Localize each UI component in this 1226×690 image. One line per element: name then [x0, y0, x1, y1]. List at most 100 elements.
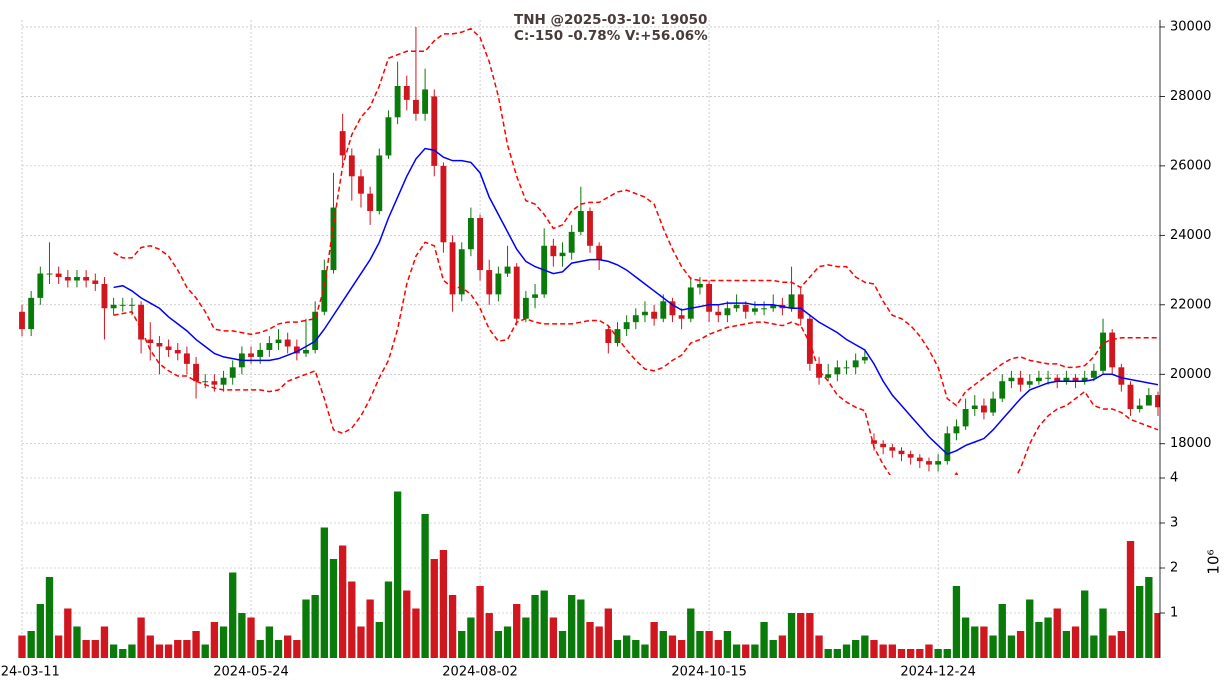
candle-body: [898, 450, 905, 455]
y-tick-label: 20000: [1170, 367, 1211, 382]
candle-body: [275, 339, 282, 344]
candle-body: [742, 304, 749, 312]
volume-bar: [568, 595, 576, 658]
volume-bar: [870, 640, 878, 658]
candle-body: [403, 85, 410, 100]
candle-body: [1054, 377, 1061, 382]
volume-bar: [274, 640, 283, 658]
candle-body: [183, 353, 190, 364]
volume-bar: [1145, 577, 1153, 658]
volume-bar: [1108, 635, 1116, 658]
candle-body: [971, 405, 978, 410]
volume-bar: [375, 622, 383, 658]
candle-body: [788, 294, 795, 309]
candle-body: [1026, 381, 1033, 385]
candle-body: [156, 343, 163, 347]
volume-bar: [439, 550, 448, 658]
candle-body: [413, 99, 419, 114]
candle-body: [220, 377, 227, 385]
candle-body: [422, 89, 429, 114]
chart-subtitle: C:-150 -0.78% V:+56.06%: [514, 28, 708, 44]
volume-bar: [659, 631, 667, 658]
volume-bar: [604, 608, 612, 658]
candle-body: [64, 277, 71, 281]
volume-bar: [201, 644, 209, 658]
candle-body: [990, 398, 997, 413]
volume-bar: [815, 635, 823, 658]
volume-bar: [219, 626, 228, 658]
candle-body: [358, 176, 364, 194]
candle-body: [1118, 367, 1125, 385]
candle-body: [119, 304, 126, 306]
volume-bar: [467, 617, 475, 658]
y-tick-label: 1: [1170, 606, 1178, 621]
volume-bar: [842, 644, 851, 658]
candle-body: [825, 374, 832, 378]
candle-body: [926, 461, 932, 465]
candle-body: [642, 311, 648, 316]
volume-bar: [155, 644, 164, 658]
candle-body: [1145, 395, 1152, 406]
candle-body: [981, 405, 987, 413]
volume-bar: [833, 649, 842, 658]
volume-bar: [146, 635, 154, 658]
y-tick-label: 24000: [1170, 228, 1211, 243]
candle-body: [1127, 384, 1134, 410]
volume-bar: [164, 644, 173, 658]
candle-body: [174, 349, 181, 354]
price-panel: [19, 26, 1160, 475]
candle-body: [440, 165, 447, 243]
candle-body: [1063, 377, 1070, 382]
volume-bar: [586, 622, 594, 658]
volume-bar: [384, 581, 393, 658]
candle-body: [477, 217, 483, 271]
candle-body: [871, 440, 877, 444]
volume-bar: [577, 599, 585, 658]
volume-bar: [247, 617, 255, 658]
volume-bar: [677, 640, 686, 658]
volume-bar: [109, 644, 118, 658]
volume-bar: [1062, 631, 1071, 658]
volume-bar: [137, 617, 145, 658]
volume-bar: [1081, 590, 1089, 658]
candle-body: [999, 381, 1006, 399]
candle-body: [1017, 377, 1024, 385]
volume-bar: [641, 644, 649, 658]
volume-bar: [320, 527, 328, 658]
candle-body: [37, 273, 44, 298]
candle-body: [724, 308, 731, 316]
candle-body: [165, 346, 172, 350]
y-tick-label: 3: [1170, 516, 1178, 531]
candle-body: [953, 426, 960, 434]
volume-bar: [852, 640, 860, 658]
x-tick-label: 2024-03-11: [0, 665, 60, 680]
candle-body: [935, 461, 942, 465]
volume-bar: [485, 613, 493, 658]
y-tick-label: 2: [1170, 561, 1178, 576]
volume-bar: [1016, 631, 1025, 658]
candle-body: [385, 117, 392, 156]
candle-body: [623, 322, 630, 330]
candle-body: [1136, 405, 1143, 410]
candle-body: [733, 304, 740, 309]
volume-bar: [174, 640, 182, 658]
candle-body: [962, 409, 969, 427]
candle-body: [916, 457, 923, 462]
candle-body: [193, 363, 199, 382]
candle-body: [83, 277, 90, 281]
candle-body: [944, 433, 951, 462]
volume-bar: [760, 622, 768, 658]
volume-bar: [494, 631, 503, 658]
volume-bar: [778, 635, 787, 658]
candle-body: [1100, 332, 1106, 371]
candle-body: [852, 360, 859, 368]
candle-body: [1090, 370, 1097, 378]
candle-body: [312, 311, 319, 350]
chart-title: TNH @2025-03-10: 19050: [514, 12, 707, 28]
volume-bar: [989, 635, 997, 658]
candle-body: [431, 96, 438, 166]
volume-bar: [1126, 541, 1135, 658]
volume-bar: [73, 626, 81, 658]
candle-body: [669, 301, 676, 316]
volume-bar: [888, 644, 896, 658]
